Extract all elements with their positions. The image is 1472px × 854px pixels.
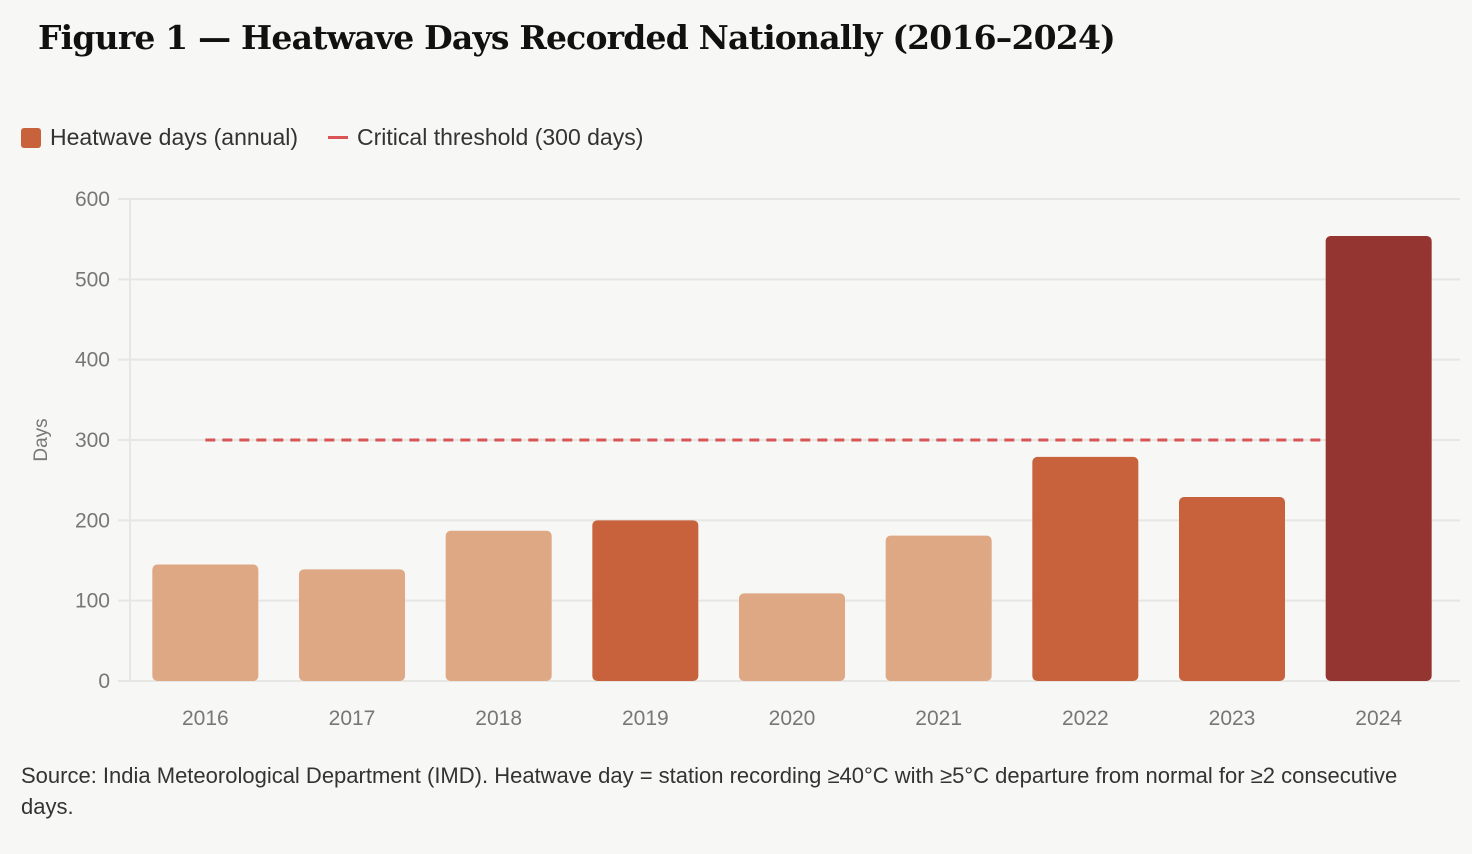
y-tick-label: 200 bbox=[75, 509, 110, 532]
y-tick-label: 500 bbox=[75, 268, 110, 291]
legend-bar-label: Heatwave days (annual) bbox=[50, 124, 299, 150]
y-tick-label: 0 bbox=[98, 670, 110, 693]
x-tick-label: 2016 bbox=[182, 707, 229, 730]
y-tick-label: 300 bbox=[75, 429, 110, 452]
bar-2016 bbox=[152, 564, 259, 681]
y-axis-label: Days bbox=[31, 418, 52, 461]
bar-2020 bbox=[739, 593, 845, 681]
x-tick-label: 2020 bbox=[769, 707, 816, 730]
x-tick-label: 2024 bbox=[1355, 707, 1402, 730]
bar-2022 bbox=[1032, 456, 1139, 681]
y-tick-label: 600 bbox=[75, 188, 110, 211]
bar-2021 bbox=[885, 535, 992, 681]
x-tick-label: 2021 bbox=[915, 707, 962, 730]
bar-2023 bbox=[1179, 497, 1285, 681]
y-tick-label: 100 bbox=[75, 590, 110, 613]
x-tick-label: 2022 bbox=[1062, 707, 1109, 730]
y-tick-label: 400 bbox=[75, 349, 110, 372]
x-tick-label: 2023 bbox=[1209, 707, 1256, 730]
x-tick-label: 2019 bbox=[622, 707, 669, 730]
bar-chart: 0 100 200 300 400 500 600 Days 2016 2017 2018 2019 2… bbox=[31, 188, 1460, 730]
x-tick-label: 2017 bbox=[329, 707, 376, 730]
bar-2019 bbox=[592, 520, 699, 681]
bar-2017 bbox=[299, 569, 405, 681]
legend-bar-swatch bbox=[21, 127, 41, 148]
legend-threshold-swatch bbox=[328, 136, 349, 139]
legend: Heatwave days (annual) Critical threshol… bbox=[21, 124, 643, 151]
bar-2024 bbox=[1325, 235, 1432, 681]
chart-title: Figure 1 — Heatwave Days Recorded Nation… bbox=[38, 18, 1116, 57]
bar-2018 bbox=[445, 530, 552, 681]
source-note: Source: India Meteorological Department … bbox=[21, 763, 1398, 819]
x-tick-label: 2018 bbox=[475, 707, 522, 730]
legend-threshold-label: Critical threshold (300 days) bbox=[357, 124, 644, 150]
